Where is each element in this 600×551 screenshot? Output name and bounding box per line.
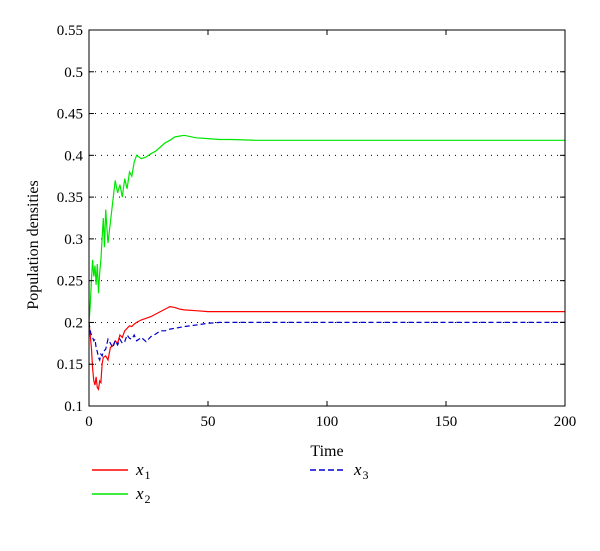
series-layer — [88, 134, 565, 391]
x-tick-label: 200 — [554, 414, 577, 430]
legend-label-subscript: 2 — [145, 492, 151, 506]
y-tick-label: 0.3 — [64, 232, 83, 248]
x-tick-label: 50 — [201, 414, 216, 430]
series-line-x3 — [88, 321, 565, 362]
y-tick-label: 0.1 — [64, 399, 83, 415]
legend-label-subscript: 3 — [363, 468, 369, 482]
legend-label-name: x — [135, 484, 144, 503]
x-tick-label: 0 — [85, 414, 93, 430]
grid-lines — [89, 71, 565, 365]
plot-frame — [88, 29, 566, 407]
y-tick-label: 0.25 — [57, 274, 83, 290]
y-tick-label: 0.2 — [64, 315, 83, 331]
y-tick-label: 0.5 — [64, 65, 83, 81]
x-tick-label: 100 — [316, 414, 339, 430]
legend-label-name: x — [135, 460, 144, 479]
legend-label-x2: x2 — [135, 484, 151, 506]
y-tick-label: 0.4 — [64, 148, 83, 164]
series-line-x1 — [88, 305, 565, 391]
y-tick-label: 0.55 — [57, 23, 83, 39]
y-axis-label: Population densities — [25, 180, 42, 309]
y-tick-label: 0.45 — [57, 107, 83, 123]
series-line-x2 — [88, 134, 565, 323]
x-tick-label: 150 — [435, 414, 458, 430]
legend-label-x3: x3 — [353, 460, 369, 482]
y-tick-label: 0.15 — [57, 357, 83, 373]
x-axis-label: Time — [310, 443, 343, 460]
legend-label-x1: x1 — [135, 460, 151, 482]
axis-ticks: 0 50 100 150 200 0.1 0.15 0.2 0.25 0.3 0.35 0.4 0.45… — [57, 23, 577, 430]
y-tick-label: 0.35 — [57, 190, 83, 206]
legend-label-name: x — [353, 460, 362, 479]
legend-label-subscript: 1 — [145, 468, 151, 482]
